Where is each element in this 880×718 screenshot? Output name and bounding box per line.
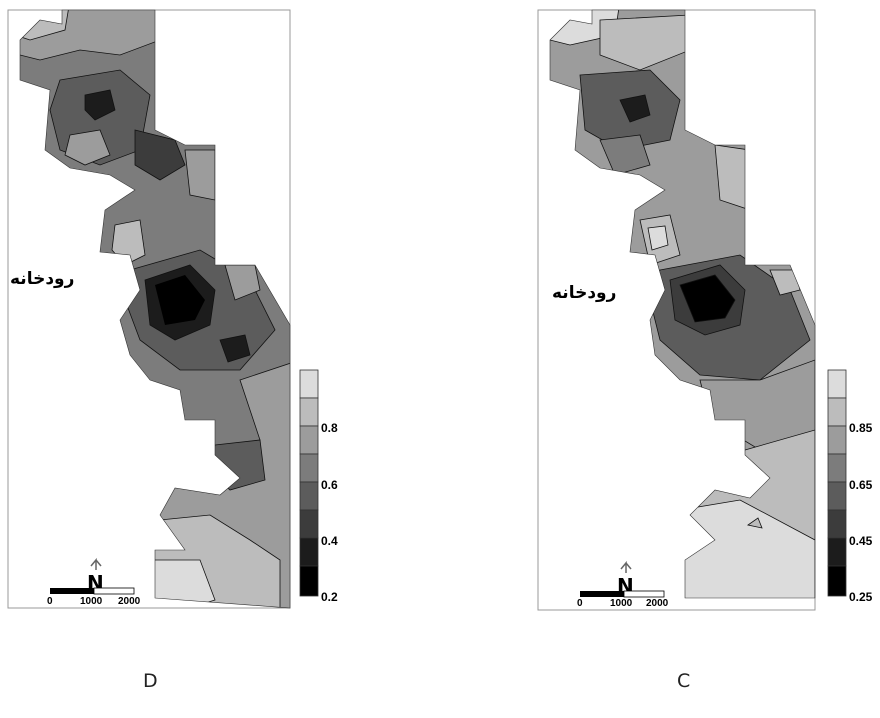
panel-c-legend-class-1 [827, 369, 847, 399]
panel-d-legend-class-4 [299, 453, 319, 483]
panel-d-label: D [143, 670, 158, 692]
panel-c-legend: 0.85 0.65 0.45 0.25 [827, 369, 873, 604]
panel-d-river-label: رودخانه [10, 269, 74, 289]
panel-c-river-label: رودخانه [552, 283, 616, 303]
panel-d-scale-bar: 0 1000 2000 [47, 587, 141, 607]
panel-c-map [537, 9, 816, 611]
panel-c-legend-tick-2: 0.45 [849, 534, 873, 548]
panel-c-label: C [677, 670, 691, 692]
panel-c-legend-tick-1: 0.65 [849, 478, 873, 492]
panel-c-legend-class-6 [827, 509, 847, 539]
panel-d-legend-class-1 [299, 369, 319, 399]
panel-c-scale-1000: 1000 [610, 598, 633, 609]
panel-d-legend-class-6 [299, 509, 319, 539]
panel-d-legend: 0.8 0.6 0.4 0.2 [299, 369, 338, 604]
panel-c-scale-2000: 2000 [646, 598, 669, 609]
panel-c-legend-tick-0: 0.85 [849, 421, 873, 435]
panel-d-scale-2000: 2000 [118, 596, 141, 607]
panel-c-legend-tick-3: 0.25 [849, 590, 873, 604]
panel-c-legend-class-2 [827, 397, 847, 427]
panel-c-scale-0: 0 [577, 598, 583, 609]
panel-d-legend-class-3 [299, 425, 319, 455]
panel-d-map [7, 9, 291, 609]
panel-d-scale-1000: 1000 [80, 596, 103, 607]
panel-d-legend-class-8 [299, 565, 319, 597]
panel-d-legend-tick-2: 0.4 [321, 534, 338, 548]
panel-c-legend-class-7 [827, 537, 847, 567]
panel-c-scale-bar: 0 1000 2000 [577, 590, 669, 609]
panel-c-legend-class-5 [827, 481, 847, 511]
panel-d-legend-tick-1: 0.6 [321, 478, 338, 492]
panel-d-scale-0: 0 [47, 596, 53, 607]
panel-c-legend-class-4 [827, 453, 847, 483]
panel-d-legend-class-5 [299, 481, 319, 511]
panel-d-legend-tick-3: 0.2 [321, 590, 338, 604]
panel-d-legend-class-2 [299, 397, 319, 427]
panel-c-legend-class-8 [827, 565, 847, 597]
panel-d-legend-tick-0: 0.8 [321, 421, 338, 435]
panel-c-legend-class-3 [827, 425, 847, 455]
panel-d-legend-class-7 [299, 537, 319, 567]
